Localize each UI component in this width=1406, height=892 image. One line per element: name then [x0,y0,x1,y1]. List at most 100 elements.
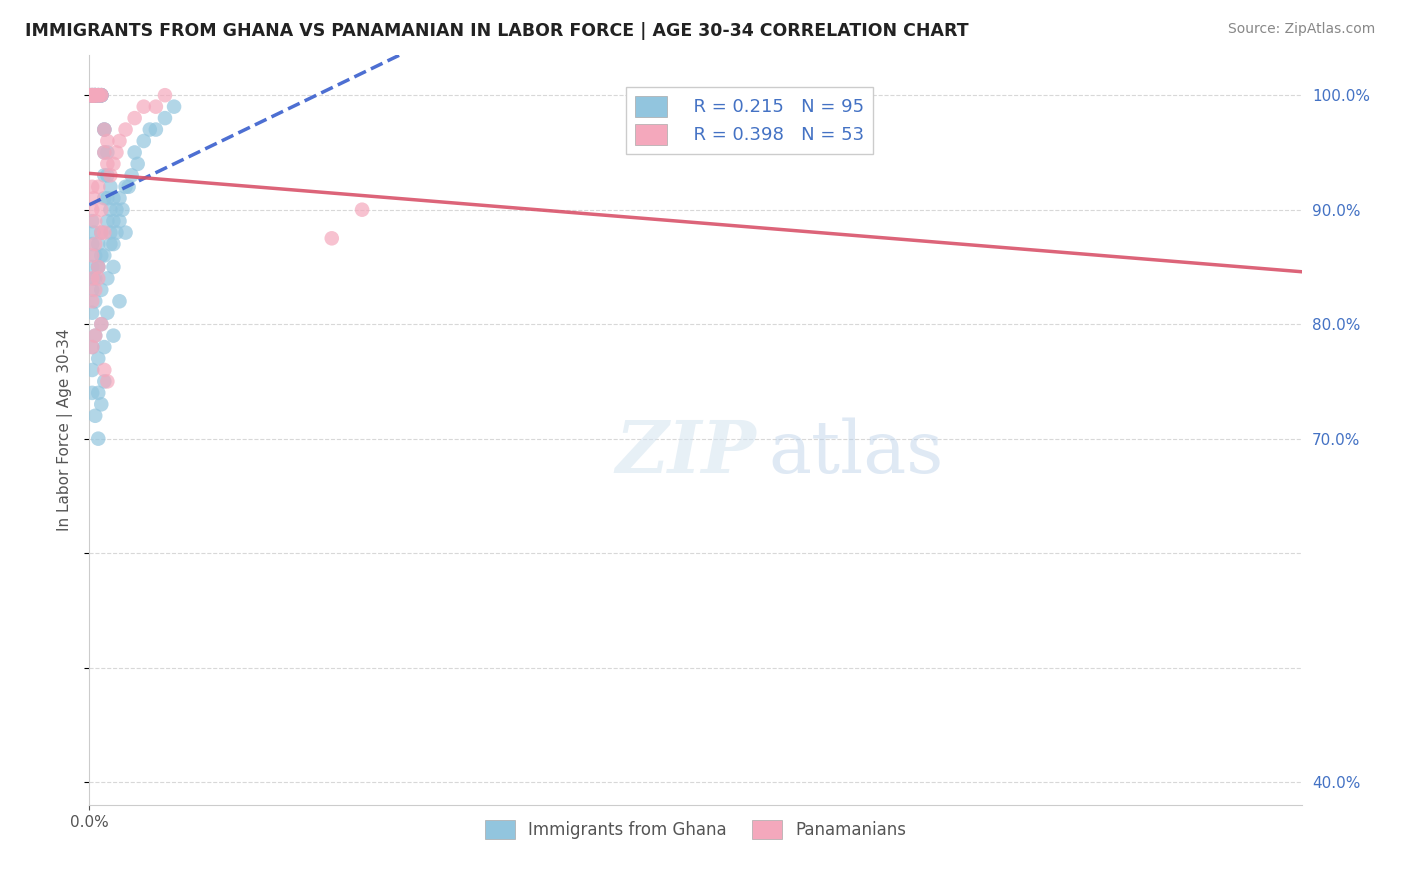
Point [79,88,101,103]
Point [108,294,131,309]
Point [83,226,105,240]
Point [90,88,112,103]
Point [100,237,122,252]
Point [96,191,118,205]
Point [82,88,104,103]
Point [90,283,112,297]
Point [114,179,136,194]
Point [103,157,125,171]
Point [84,283,107,297]
Point [87,88,110,103]
Point [108,134,131,148]
Point [153,88,176,103]
Point [90,88,112,103]
Point [93,226,115,240]
Point [83,88,105,103]
Point [108,191,131,205]
Point [163,100,186,114]
Point [352,202,374,217]
Point [82,179,104,194]
Point [93,169,115,183]
Point [90,88,112,103]
Point [84,88,107,103]
Point [84,237,107,252]
Point [93,122,115,136]
Point [90,88,112,103]
Point [80,88,103,103]
Point [114,122,136,136]
Point [321,231,343,245]
Point [100,202,122,217]
Point [82,88,104,103]
Point [87,179,110,194]
Point [82,214,104,228]
Point [82,271,104,285]
Point [124,145,146,160]
Point [87,88,110,103]
Point [82,306,104,320]
Point [87,88,110,103]
Point [84,328,107,343]
Point [93,248,115,262]
Point [84,88,107,103]
Point [86,88,108,103]
Point [145,122,167,136]
Point [82,340,104,354]
Point [84,409,107,423]
Point [87,88,110,103]
Point [82,88,104,103]
Point [87,88,110,103]
Y-axis label: In Labor Force | Age 30-34: In Labor Force | Age 30-34 [58,329,73,532]
Point [103,260,125,274]
Point [96,145,118,160]
Point [121,169,143,183]
Point [90,248,112,262]
Point [93,122,115,136]
Point [87,237,110,252]
Point [105,202,128,217]
Point [96,306,118,320]
Point [80,88,103,103]
Point [93,340,115,354]
Point [82,294,104,309]
Point [82,363,104,377]
Point [93,191,115,205]
Point [96,271,118,285]
Point [90,88,112,103]
Point [100,226,122,240]
Point [114,226,136,240]
Point [80,88,103,103]
Text: ZIP: ZIP [616,417,756,488]
Point [132,100,155,114]
Point [83,88,105,103]
Point [82,248,104,262]
Point [82,202,104,217]
Point [82,88,104,103]
Point [90,88,112,103]
Point [87,88,110,103]
Point [96,375,118,389]
Point [93,375,115,389]
Point [103,237,125,252]
Point [87,88,110,103]
Point [82,88,104,103]
Point [96,169,118,183]
Point [96,157,118,171]
Point [139,122,162,136]
Point [145,100,167,114]
Point [83,88,105,103]
Point [105,226,128,240]
Point [84,88,107,103]
Point [82,88,104,103]
Point [84,214,107,228]
Point [96,134,118,148]
Point [87,88,110,103]
Point [103,191,125,205]
Point [153,111,176,125]
Point [82,88,104,103]
Point [90,226,112,240]
Point [84,88,107,103]
Point [103,214,125,228]
Point [84,88,107,103]
Point [84,88,107,103]
